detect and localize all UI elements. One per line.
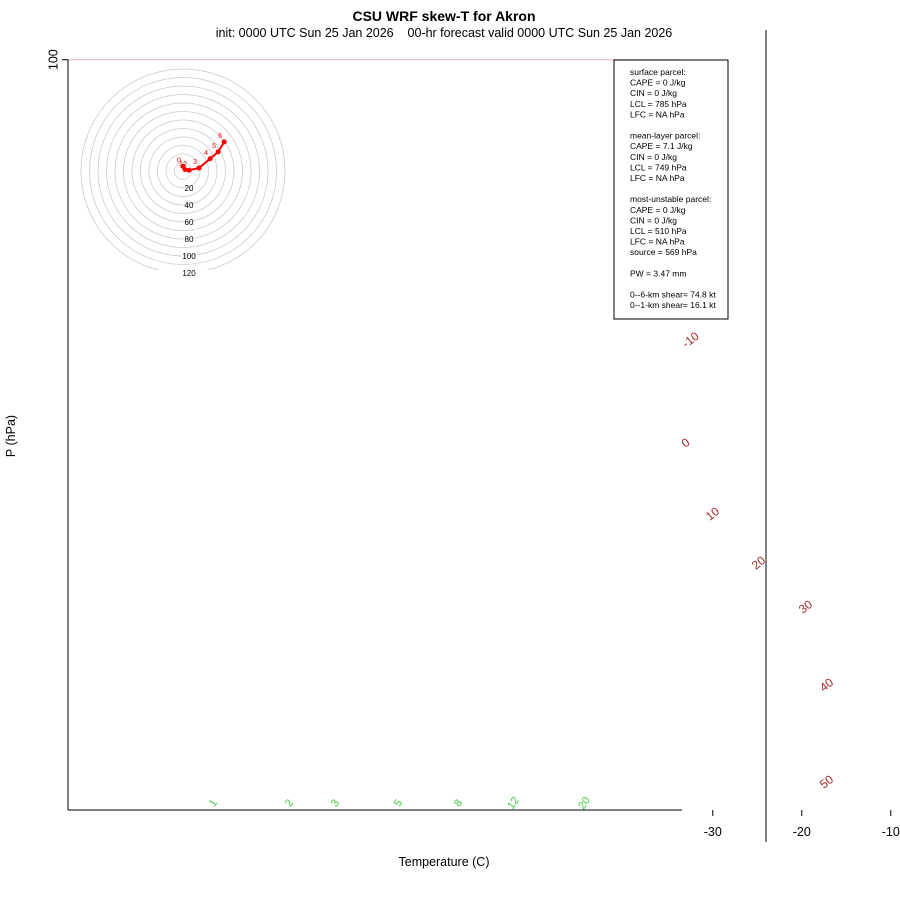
hodograph-point — [187, 168, 192, 173]
isotherm-label: 40 — [817, 675, 836, 694]
y-tick-label: 100 — [46, 49, 60, 70]
hodograph-point — [197, 165, 202, 170]
hodograph-ring-label: 80 — [185, 235, 194, 244]
x-tick-label: -30 — [704, 825, 722, 839]
isotherm-label: 20 — [749, 553, 768, 572]
hodograph-ring-label: 20 — [185, 184, 194, 193]
stats-line: source = 569 hPa — [630, 247, 697, 257]
isotherm-line — [805, 0, 900, 60]
stats-line: CAPE = 7.1 J/kg — [630, 141, 693, 151]
x-tick-label: -20 — [793, 825, 811, 839]
isotherm-label: 50 — [817, 772, 836, 791]
plot-area — [68, 60, 682, 810]
hodograph-point — [222, 139, 227, 144]
wind-barb-column — [766, 0, 795, 842]
hodograph-point-label: 6 — [218, 133, 222, 140]
chart-title: CSU WRF skew-T for Akron — [352, 8, 535, 24]
stats-line: LCL = 785 hPa — [630, 99, 687, 109]
hodograph-ring-label: 60 — [185, 218, 194, 227]
isotherm-line — [716, 0, 900, 60]
isotherm-line — [0, 0, 226, 60]
stats-line: 0--1-km shear= 16.1 kt — [630, 300, 716, 310]
hodograph-point-label: 5 — [212, 143, 216, 150]
hodograph-point-label: 3 — [193, 159, 197, 166]
isotherm-label: -10 — [679, 329, 702, 351]
isotherm-line — [0, 0, 48, 60]
hodograph-point — [208, 156, 213, 161]
hodograph-point-label: 4 — [204, 150, 208, 157]
isotherm-line — [894, 0, 900, 60]
stats-line: 0--6-km shear= 74.8 kt — [630, 290, 716, 300]
stats-line: CIN = 0 J/kg — [630, 152, 677, 162]
x-axis-label: Temperature (C) — [399, 855, 490, 869]
stats-line: LCL = 510 hPa — [630, 226, 687, 236]
plot-background — [68, 60, 682, 810]
isotherm-label: 30 — [796, 597, 815, 616]
x-tick-label: -10 — [882, 825, 900, 839]
stats-line: CIN = 0 J/kg — [630, 215, 677, 225]
stats-line: PW = 3.47 mm — [630, 268, 686, 278]
stats-line: CAPE = 0 J/kg — [630, 205, 686, 215]
hodograph-ring-label: 100 — [182, 252, 196, 261]
hodograph-ring-label: 40 — [185, 201, 194, 210]
y-axis-label: P (hPa) — [4, 415, 18, 457]
hodograph-point — [216, 149, 221, 154]
hodograph-ring-label: 120 — [182, 269, 196, 278]
stats-line: LFC = NA hPa — [630, 109, 685, 119]
chart-subtitle: init: 0000 UTC Sun 25 Jan 2026 00-hr for… — [216, 26, 673, 40]
stats-line: LFC = NA hPa — [630, 237, 685, 247]
stats-line: most-unstable parcel: — [630, 194, 711, 204]
isotherm-line — [0, 0, 137, 60]
stats-line: surface parcel: — [630, 67, 686, 77]
stats-line: mean-layer parcel: — [630, 131, 700, 141]
hodograph-point-label: 2 — [183, 161, 187, 168]
stats-line: CAPE = 0 J/kg — [630, 78, 686, 88]
stats-line: CIN = 0 J/kg — [630, 88, 677, 98]
stats-line: LFC = NA hPa — [630, 173, 685, 183]
isotherm-label: 10 — [703, 504, 722, 523]
stats-line: LCL = 749 hPa — [630, 162, 687, 172]
